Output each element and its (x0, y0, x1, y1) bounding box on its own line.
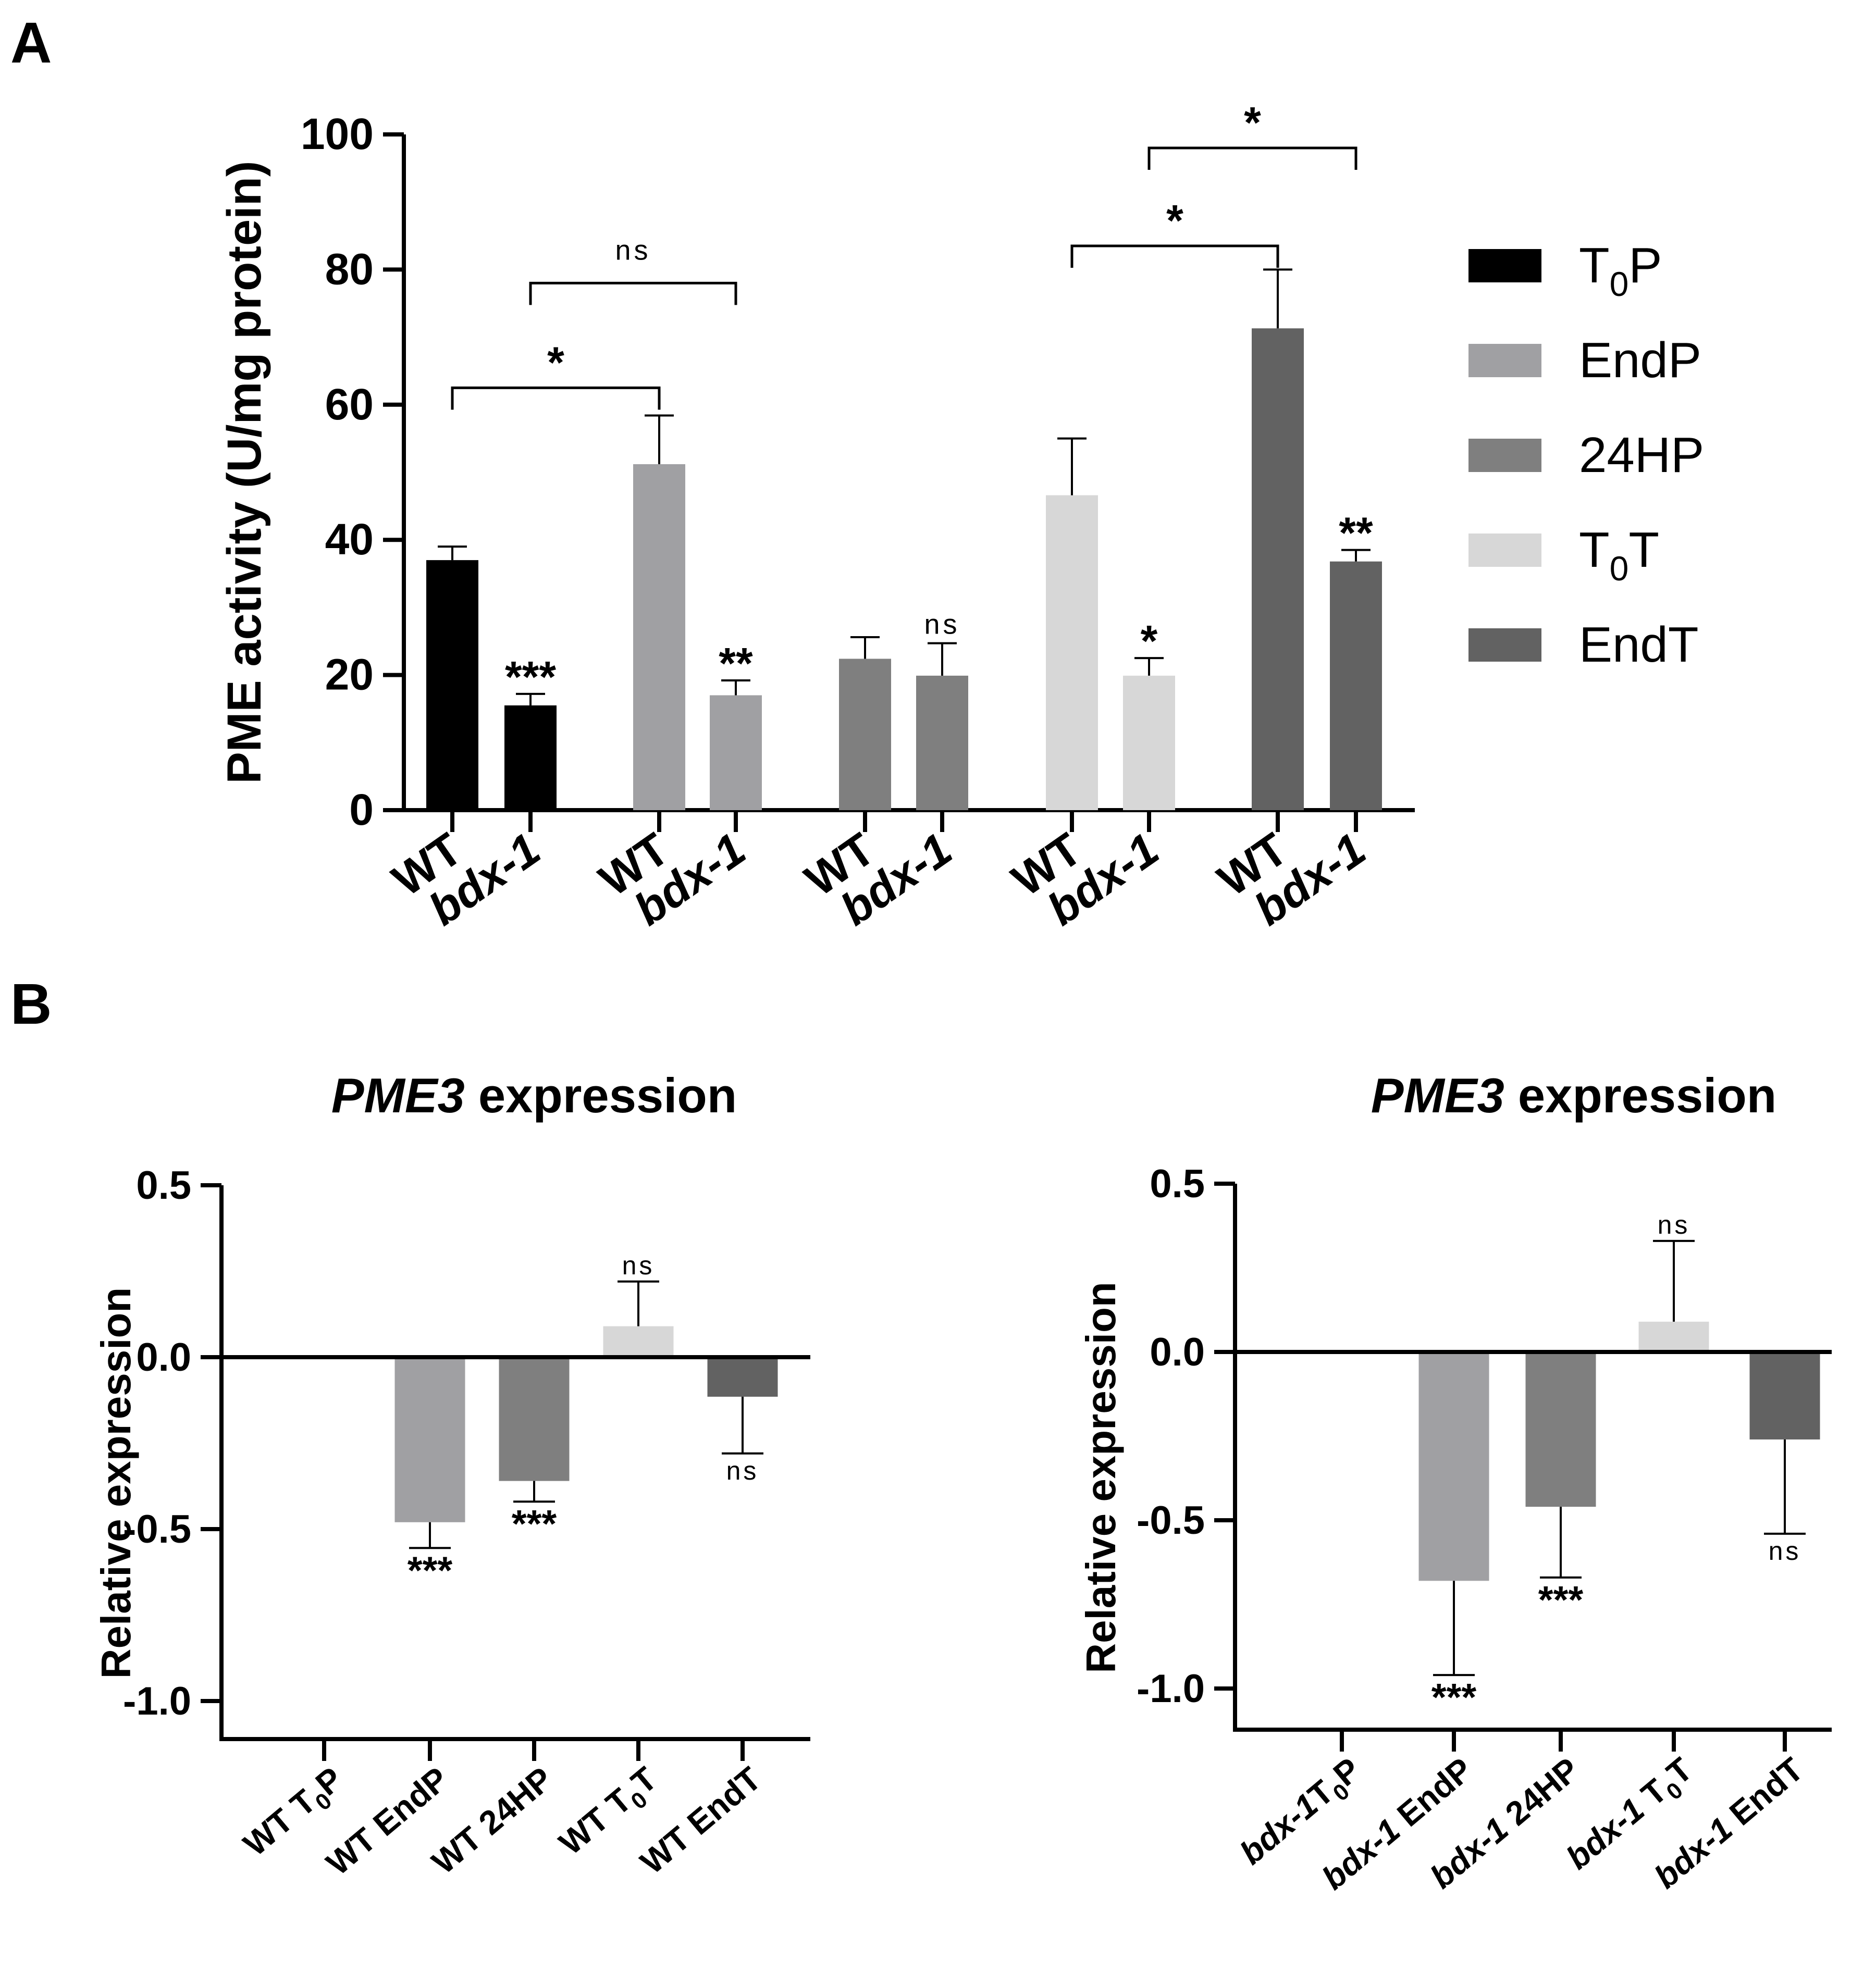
y-axis-label: Relative expression (93, 1287, 139, 1679)
chart-title: PME3 expression (331, 1068, 737, 1123)
significance-label: *** (505, 652, 556, 701)
y-tick-label: 100 (301, 109, 374, 158)
significance-label: *** (408, 1548, 453, 1592)
legend-swatch (1468, 628, 1541, 662)
legend-swatch (1468, 439, 1541, 472)
y-tick-label: -1.0 (1137, 1667, 1205, 1711)
bar (1123, 675, 1175, 810)
y-tick-label: 0.0 (1150, 1330, 1205, 1374)
bar (1330, 561, 1382, 810)
bar (633, 464, 685, 810)
significance-label: *** (1431, 1675, 1477, 1719)
legend-swatch (1468, 249, 1541, 282)
significance-label: ns (622, 1251, 655, 1280)
significance-label: ns (924, 609, 960, 640)
significance-label: * (1141, 616, 1158, 665)
significance-label: ns (726, 1456, 759, 1485)
bar (499, 1357, 570, 1481)
y-tick-label: 0 (349, 785, 374, 834)
significance-label: ** (1339, 508, 1373, 557)
bar (710, 695, 762, 810)
legend-label: EndP (1579, 332, 1701, 388)
legend-label: T0P (1579, 238, 1662, 303)
bar (839, 659, 891, 810)
bar (916, 675, 968, 810)
significance-label: *** (1538, 1578, 1584, 1621)
chart-title: PME3 expression (1371, 1068, 1776, 1123)
legend-swatch (1468, 533, 1541, 567)
significance-label: *** (512, 1502, 557, 1545)
y-tick-label: 80 (325, 244, 374, 293)
bar (426, 560, 478, 810)
y-tick-label: 0.0 (136, 1335, 191, 1380)
y-tick-label: 0.5 (1150, 1162, 1205, 1206)
panel-label-a: A (10, 11, 52, 75)
legend-label: 24HP (1579, 427, 1704, 483)
bar (1418, 1352, 1489, 1581)
comparison-label: * (547, 338, 564, 387)
significance-label: ** (719, 639, 753, 688)
legend-swatch (1468, 344, 1541, 377)
comparison-label: ns (615, 234, 651, 266)
significance-label: ns (1769, 1536, 1801, 1566)
comparison-bracket (529, 281, 737, 305)
bar (394, 1357, 465, 1522)
y-axis-label: PME activity (U/mg protein) (218, 160, 271, 784)
y-tick-label: 40 (325, 515, 374, 564)
bar (504, 705, 557, 810)
bar (1638, 1321, 1709, 1352)
y-tick-label: 0.5 (136, 1163, 191, 1208)
panel-label-b: B (10, 972, 52, 1036)
comparison-label: * (1166, 196, 1183, 245)
chart-b-right: PME3 expression 0.5 0.0 -0.5 -1.0 Relative ex… (1078, 1068, 1832, 1897)
bar (1749, 1352, 1820, 1439)
bar (1252, 328, 1304, 810)
y-axis-label: Relative expression (1078, 1282, 1124, 1673)
bar (1525, 1352, 1596, 1507)
comparison-bracket (1070, 244, 1279, 268)
y-tick-label: -0.5 (123, 1507, 191, 1552)
legend-label: EndT (1579, 617, 1698, 673)
comparison-bracket (1147, 146, 1357, 170)
significance-label: ns (1658, 1210, 1690, 1239)
legend-label: T0T (1579, 522, 1659, 588)
bar (1046, 495, 1098, 810)
comparison-bracket (451, 386, 661, 410)
bar (603, 1326, 674, 1357)
y-tick-label: 60 (325, 380, 374, 429)
bar (707, 1357, 778, 1397)
y-tick-label: 20 (325, 650, 374, 699)
comparison-label: * (1244, 98, 1261, 147)
y-tick-label: -0.5 (1137, 1498, 1205, 1543)
y-tick-label: -1.0 (123, 1679, 191, 1723)
